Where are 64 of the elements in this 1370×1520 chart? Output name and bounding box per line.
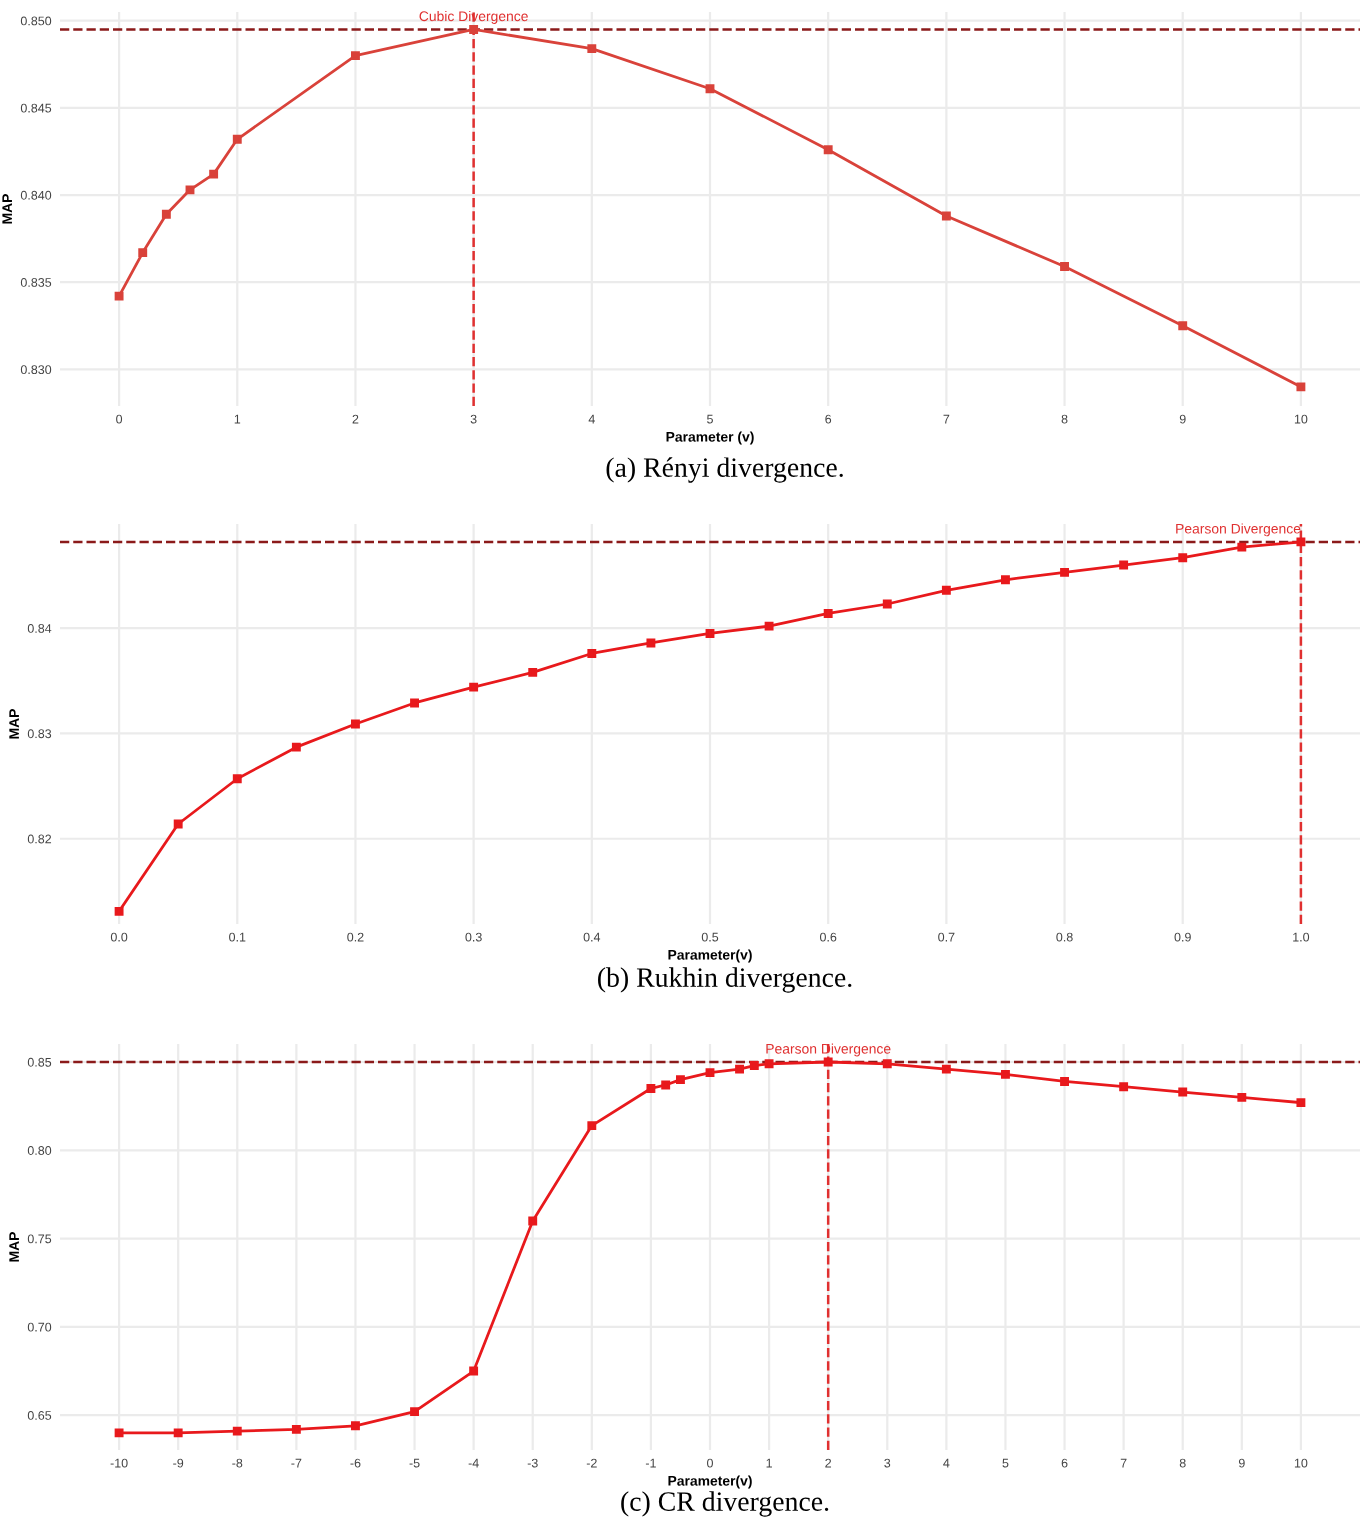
point [646,1084,656,1093]
point [1178,1087,1188,1097]
point [173,1428,183,1438]
point [185,185,195,195]
point [528,667,538,677]
point [232,1426,242,1436]
text: (b) Rukhin divergence. [598,967,852,993]
point [676,1075,685,1085]
point [1060,1076,1069,1086]
text: (a) Rényi divergence. [606,457,843,483]
point [161,209,171,219]
point [173,819,183,829]
point [138,248,148,258]
point [823,145,833,155]
point [1119,1082,1129,1092]
point [1237,542,1247,552]
point [1237,1092,1247,1102]
point [587,1121,597,1131]
point [232,134,242,144]
point [1001,575,1010,585]
point [528,1216,538,1226]
point [469,682,479,692]
point [661,1080,671,1090]
point [1296,537,1306,547]
point [749,1061,759,1070]
point [705,629,715,638]
point [351,719,360,729]
point [1178,321,1188,331]
point [351,1421,360,1431]
point [114,906,124,916]
point [410,1407,419,1417]
point [114,1428,124,1438]
point [291,742,301,752]
point [882,1059,892,1069]
point [941,1064,951,1074]
point [764,621,774,631]
point [941,211,951,221]
point [1060,262,1069,271]
point [735,1064,744,1074]
point [823,609,833,618]
point [941,585,951,595]
point [587,649,597,658]
point [705,1068,715,1078]
text: (c) CR divergence. [621,1491,829,1517]
point [232,774,242,784]
point [646,638,656,648]
point [209,169,219,179]
point [1060,567,1069,577]
point [410,698,419,708]
point [1119,560,1129,570]
point [1296,382,1306,392]
point [114,291,124,301]
point [764,1059,774,1069]
point [351,51,360,61]
point [469,1366,479,1376]
point [587,44,597,54]
point [469,24,479,34]
point [1296,1098,1306,1108]
point [882,599,892,609]
point [823,1057,833,1067]
point [291,1424,301,1434]
point [1178,553,1188,563]
point [705,84,715,94]
point [1001,1069,1010,1079]
